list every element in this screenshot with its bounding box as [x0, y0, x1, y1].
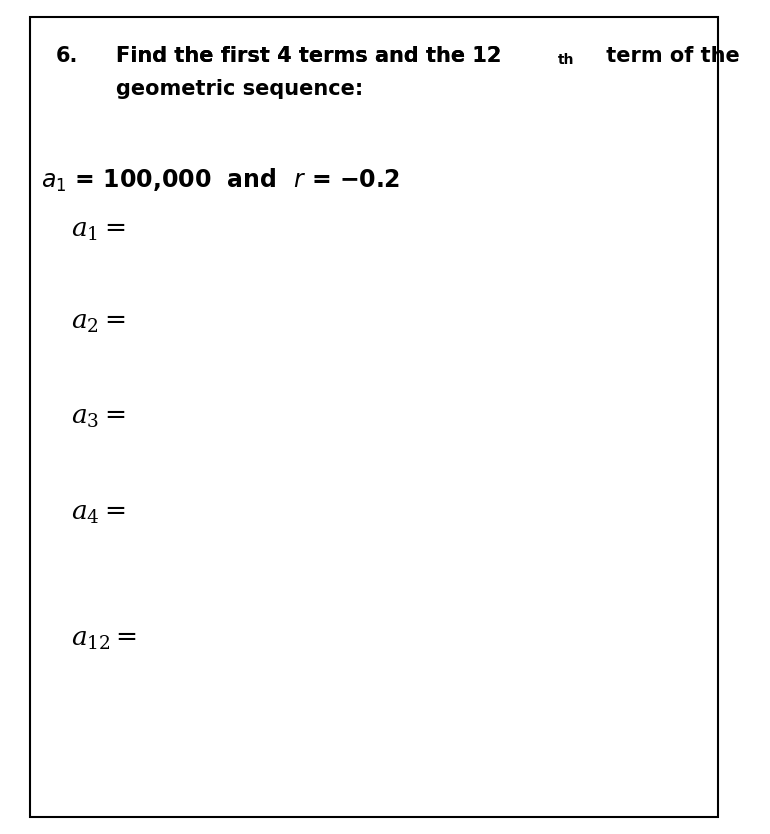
- Text: $a_{12} =$: $a_{12} =$: [71, 626, 137, 651]
- Text: term of the: term of the: [599, 46, 740, 66]
- Text: th: th: [558, 53, 574, 67]
- Text: $\mathit{a}_{\mathit{1}}$ = 100,000  and  $\mathit{r}$ = −0.2: $\mathit{a}_{\mathit{1}}$ = 100,000 and …: [41, 167, 400, 194]
- Text: Find the first 4 terms and the 12: Find the first 4 terms and the 12: [116, 46, 501, 66]
- FancyBboxPatch shape: [30, 17, 718, 817]
- Text: $a_3 =$: $a_3 =$: [71, 404, 126, 430]
- Text: $a_2 =$: $a_2 =$: [71, 309, 126, 334]
- Text: Find the first 4 terms and the 12: Find the first 4 terms and the 12: [116, 46, 501, 66]
- Text: 6.: 6.: [56, 46, 79, 66]
- Text: $a_4 =$: $a_4 =$: [71, 500, 126, 526]
- Text: geometric sequence:: geometric sequence:: [116, 79, 363, 99]
- Text: $a_1 =$: $a_1 =$: [71, 217, 126, 243]
